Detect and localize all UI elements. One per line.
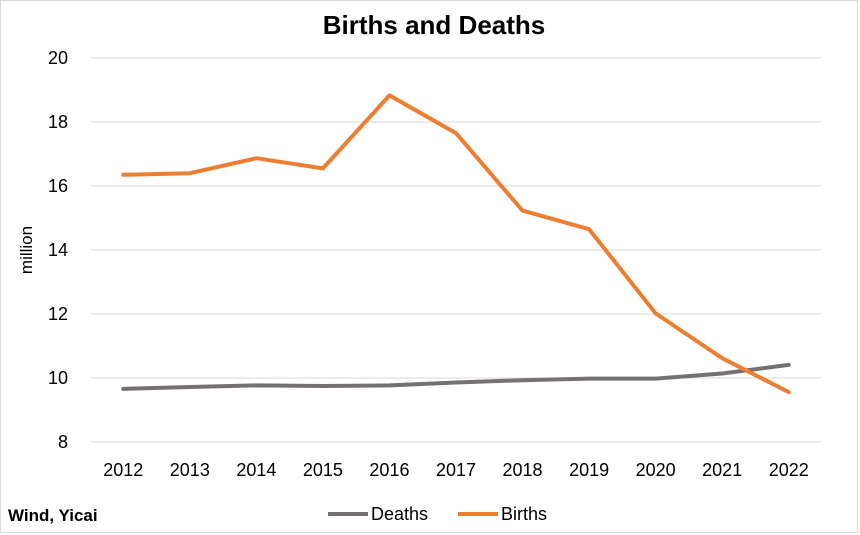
y-tick-label: 14 xyxy=(48,240,68,260)
legend-label-births: Births xyxy=(501,504,547,524)
data-point-births xyxy=(655,312,657,314)
x-axis-ticks: 2012 2013 2014 2015 2016 2017 2018 2019 2020 2021… xyxy=(103,460,809,480)
y-axis-label: million xyxy=(17,226,36,274)
x-tick-label: 2020 xyxy=(636,460,676,480)
data-point-deaths xyxy=(522,379,524,381)
legend-label-deaths: Deaths xyxy=(371,504,428,524)
series-line-deaths xyxy=(121,362,791,391)
data-point-deaths xyxy=(388,384,390,386)
y-tick-label: 20 xyxy=(48,48,68,68)
x-tick-label: 2022 xyxy=(769,460,809,480)
x-tick-label: 2021 xyxy=(702,460,742,480)
data-point-deaths xyxy=(122,388,124,390)
gridlines xyxy=(90,57,822,443)
y-tick-label: 18 xyxy=(48,112,68,132)
y-tick-label: 16 xyxy=(48,176,68,196)
data-point-deaths xyxy=(655,378,657,380)
data-point-births xyxy=(721,357,723,359)
data-point-births xyxy=(522,210,524,212)
y-tick-label: 8 xyxy=(58,432,68,452)
y-tick-label: 10 xyxy=(48,368,68,388)
data-point-deaths xyxy=(721,373,723,375)
data-point-births xyxy=(255,157,257,159)
data-point-births xyxy=(455,132,457,134)
data-point-births xyxy=(388,94,390,96)
x-tick-label: 2015 xyxy=(303,460,343,480)
x-tick-label: 2013 xyxy=(170,460,210,480)
data-point-births xyxy=(588,228,590,230)
data-point-births xyxy=(322,167,324,169)
x-tick-label: 2019 xyxy=(569,460,609,480)
series-line-births xyxy=(121,93,791,395)
data-point-births xyxy=(189,172,191,174)
data-point-deaths xyxy=(588,378,590,380)
data-point-births xyxy=(122,174,124,176)
data-point-deaths xyxy=(322,385,324,387)
data-point-births xyxy=(788,391,790,393)
y-axis-ticks: 8 10 12 14 16 18 20 xyxy=(48,48,68,452)
x-tick-label: 2012 xyxy=(103,460,143,480)
data-point-deaths xyxy=(255,384,257,386)
y-tick-label: 12 xyxy=(48,304,68,324)
data-point-deaths xyxy=(455,381,457,383)
data-point-deaths xyxy=(189,386,191,388)
x-tick-label: 2018 xyxy=(503,460,543,480)
legend: Deaths Births xyxy=(328,504,547,524)
series-lines xyxy=(121,93,791,395)
data-point-deaths xyxy=(788,364,790,366)
source-note: Wind, Yicai xyxy=(8,506,98,525)
x-tick-label: 2014 xyxy=(236,460,276,480)
x-tick-label: 2016 xyxy=(369,460,409,480)
x-tick-label: 2017 xyxy=(436,460,476,480)
chart-title: Births and Deaths xyxy=(323,10,546,40)
